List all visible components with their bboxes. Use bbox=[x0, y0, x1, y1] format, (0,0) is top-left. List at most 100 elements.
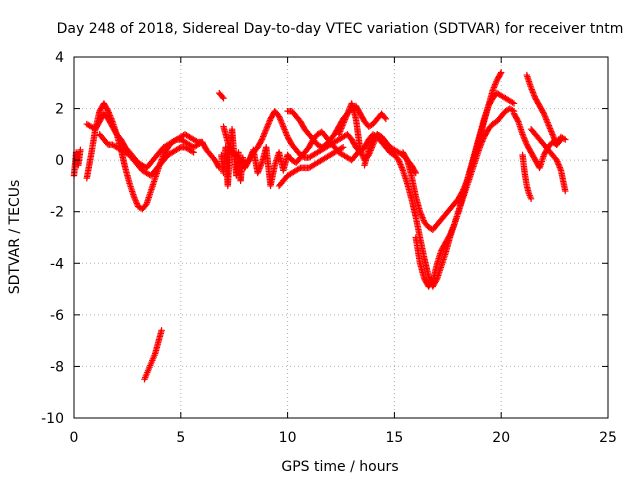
data-point bbox=[479, 136, 487, 144]
data-point bbox=[277, 116, 284, 123]
data-point bbox=[130, 193, 138, 200]
y-tick-label: 2 bbox=[55, 102, 64, 118]
x-tick-label: 25 bbox=[599, 430, 617, 446]
data-point bbox=[336, 129, 343, 137]
x-axis-label: GPS time / hours bbox=[281, 459, 398, 475]
data-point bbox=[105, 109, 112, 116]
data-point bbox=[448, 227, 455, 234]
data-point bbox=[554, 158, 561, 165]
data-point bbox=[411, 168, 419, 175]
data-point bbox=[543, 117, 551, 125]
data-point bbox=[479, 138, 486, 145]
data-point bbox=[510, 100, 518, 107]
data-point bbox=[553, 156, 560, 164]
data-point bbox=[546, 125, 554, 132]
data-point bbox=[190, 149, 197, 156]
data-point bbox=[365, 146, 372, 154]
y-tick-label: -8 bbox=[50, 359, 64, 375]
data-point bbox=[519, 131, 526, 138]
series-arc-14 bbox=[399, 69, 505, 233]
data-point bbox=[257, 162, 264, 169]
data-point bbox=[227, 144, 234, 152]
data-point bbox=[446, 233, 453, 240]
data-point bbox=[543, 116, 550, 123]
data-point bbox=[560, 135, 568, 142]
data-point bbox=[358, 151, 366, 158]
data-point bbox=[449, 225, 456, 233]
data-point bbox=[344, 110, 351, 117]
data-point bbox=[132, 197, 139, 204]
data-point bbox=[398, 164, 405, 171]
data-point bbox=[131, 195, 139, 203]
data-point bbox=[219, 93, 226, 101]
data-point bbox=[514, 116, 521, 124]
data-point bbox=[490, 85, 497, 93]
data-point bbox=[529, 87, 536, 95]
data-point bbox=[258, 160, 265, 168]
data-point bbox=[480, 135, 487, 142]
data-point bbox=[368, 139, 376, 146]
data-point bbox=[277, 117, 285, 124]
data-point bbox=[266, 118, 273, 126]
axis-ticks: 0 5 10 15 20 25 -10 -8 -6 -4 -2 0 2 4 bbox=[41, 50, 617, 446]
data-point bbox=[418, 211, 425, 218]
data-point bbox=[418, 212, 426, 220]
data-point bbox=[529, 89, 537, 96]
x-tick-label: 15 bbox=[385, 430, 403, 446]
data-point bbox=[399, 165, 406, 173]
data-point bbox=[77, 146, 84, 154]
data-point bbox=[546, 123, 553, 131]
data-point bbox=[255, 166, 263, 174]
series-arc-5 bbox=[141, 327, 165, 383]
data-point bbox=[344, 109, 352, 116]
data-point bbox=[265, 120, 272, 127]
data-point bbox=[548, 128, 555, 135]
data-point bbox=[551, 135, 558, 142]
data-point bbox=[225, 141, 233, 149]
data-point bbox=[283, 132, 291, 139]
data-point bbox=[540, 109, 547, 116]
series-arc-17 bbox=[519, 151, 535, 203]
data-point bbox=[549, 132, 557, 140]
data-point bbox=[562, 136, 569, 143]
data-point bbox=[106, 110, 113, 118]
data-point bbox=[131, 194, 138, 201]
data-point bbox=[258, 136, 266, 143]
data-point bbox=[339, 120, 347, 128]
data-point bbox=[489, 87, 496, 94]
data-points bbox=[70, 69, 569, 383]
data-point bbox=[446, 231, 454, 239]
data-point bbox=[198, 138, 206, 146]
data-point bbox=[527, 195, 535, 203]
data-point bbox=[428, 279, 435, 286]
data-point bbox=[556, 164, 563, 171]
data-point bbox=[397, 162, 405, 170]
data-point bbox=[403, 155, 410, 163]
data-point bbox=[476, 144, 484, 151]
data-point bbox=[176, 144, 183, 152]
data-point bbox=[541, 113, 549, 120]
x-tick-label: 0 bbox=[70, 430, 79, 446]
data-point bbox=[417, 209, 424, 217]
data-point bbox=[520, 134, 527, 141]
data-point bbox=[263, 124, 271, 131]
data-point bbox=[509, 107, 516, 114]
data-point bbox=[258, 137, 265, 145]
data-point bbox=[335, 131, 343, 138]
series-arc-4 bbox=[96, 131, 197, 179]
data-point bbox=[341, 117, 348, 125]
data-point bbox=[264, 123, 271, 130]
data-point bbox=[548, 129, 556, 137]
data-point bbox=[531, 93, 538, 100]
data-point bbox=[336, 128, 344, 135]
data-point bbox=[367, 142, 374, 149]
data-point bbox=[339, 122, 346, 129]
y-tick-label: -6 bbox=[50, 308, 64, 324]
data-point bbox=[357, 146, 364, 154]
data-point bbox=[340, 119, 347, 126]
data-point bbox=[260, 131, 267, 139]
data-point bbox=[338, 125, 345, 132]
data-point bbox=[342, 114, 349, 122]
y-tick-label: 0 bbox=[55, 153, 64, 169]
